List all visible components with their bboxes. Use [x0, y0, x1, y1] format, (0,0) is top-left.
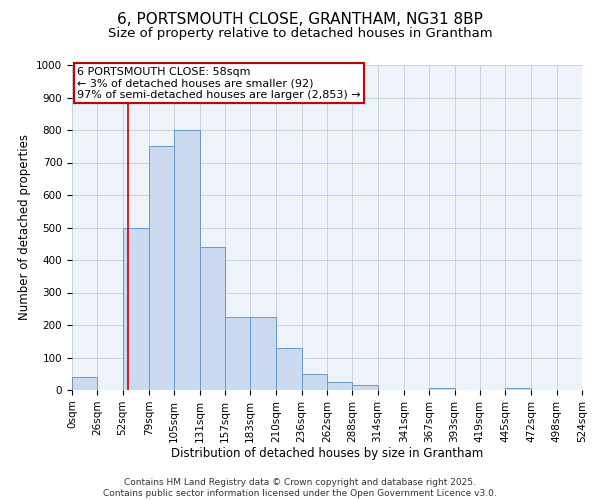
Bar — [429, 388, 455, 390]
Bar — [277, 348, 302, 390]
Bar — [505, 388, 532, 390]
X-axis label: Distribution of detached houses by size in Grantham: Distribution of detached houses by size … — [171, 448, 483, 460]
Bar — [199, 247, 225, 390]
Text: Contains HM Land Registry data © Crown copyright and database right 2025.
Contai: Contains HM Land Registry data © Crown c… — [103, 478, 497, 498]
Text: 6, PORTSMOUTH CLOSE, GRANTHAM, NG31 8BP: 6, PORTSMOUTH CLOSE, GRANTHAM, NG31 8BP — [117, 12, 483, 28]
Bar — [149, 146, 174, 390]
Bar — [122, 228, 149, 390]
Bar — [225, 317, 250, 390]
Bar — [250, 317, 277, 390]
Y-axis label: Number of detached properties: Number of detached properties — [17, 134, 31, 320]
Bar — [327, 382, 352, 390]
Text: 6 PORTSMOUTH CLOSE: 58sqm
← 3% of detached houses are smaller (92)
97% of semi-d: 6 PORTSMOUTH CLOSE: 58sqm ← 3% of detach… — [77, 66, 361, 100]
Bar — [302, 374, 327, 390]
Bar — [352, 385, 377, 390]
Bar — [174, 130, 200, 390]
Text: Size of property relative to detached houses in Grantham: Size of property relative to detached ho… — [107, 28, 493, 40]
Bar — [72, 377, 97, 390]
